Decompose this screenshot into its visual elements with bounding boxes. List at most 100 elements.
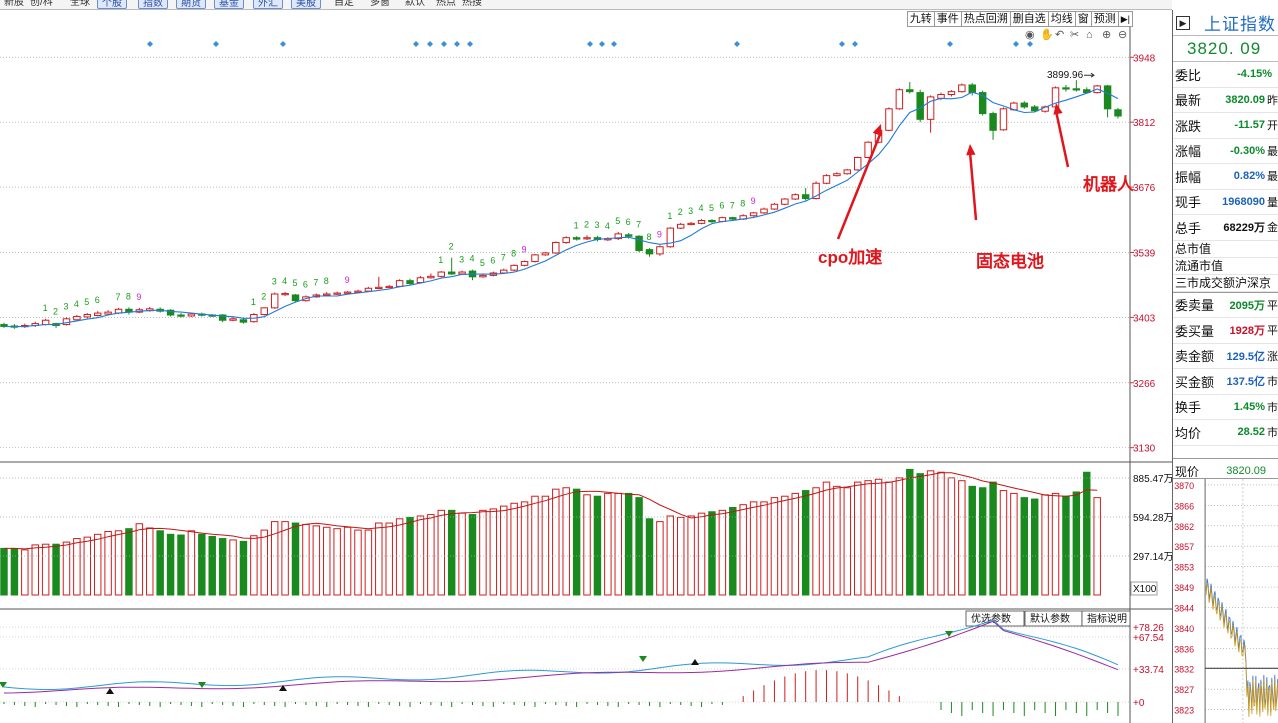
indicator-axis-label: +78.26 (1133, 623, 1164, 634)
toolbar-button-0[interactable]: 九转 (907, 11, 935, 27)
undo-icon[interactable]: ↶ (1055, 29, 1064, 41)
order-stat-label: 委买量 (1175, 323, 1215, 339)
toolbar-button-4[interactable]: 均线 (1048, 11, 1076, 27)
volume-bar (864, 480, 872, 596)
candle (958, 84, 966, 93)
collapse-right-icon[interactable]: ▶| (1118, 11, 1133, 27)
event-marker-icon[interactable] (734, 41, 740, 47)
event-marker-icon[interactable] (454, 41, 460, 47)
event-marker-icon[interactable] (467, 41, 473, 47)
volume-bar (833, 485, 841, 596)
event-marker-icon[interactable] (611, 41, 617, 47)
quote-stat-value: -0.30% (1230, 144, 1265, 157)
toolbar-button-3[interactable]: 删自选 (1010, 11, 1049, 27)
td-sequence-label: 5 (615, 216, 620, 226)
event-marker-icon[interactable] (599, 41, 605, 47)
scissors-icon[interactable]: ✂ (1070, 29, 1079, 41)
volume-bar (83, 536, 92, 596)
toolbar-button-5[interactable]: 窗 (1075, 11, 1092, 27)
volume-bar (93, 533, 102, 596)
volume-bar (260, 529, 269, 596)
intraday-mini-chart[interactable]: 3870 3866 3862 3857 3853 3849 3844 3840 3836 3832… (1173, 478, 1278, 723)
mini-axis-label: 3832 (1174, 665, 1194, 675)
candle (510, 264, 518, 271)
market-tab-8[interactable]: 美股 (291, 0, 321, 9)
buy-signal-arrow-icon (279, 685, 287, 691)
event-marker-icon[interactable] (441, 41, 447, 47)
quote-side-panel: ▶ 上证指数 3820. 09 委比 -4.15% 最新 3820.09 昨涨跌 -11.… (1172, 10, 1278, 723)
market-tab-0[interactable]: 新股 (4, 0, 24, 8)
zoom-out-icon[interactable]: ⊖ (1118, 29, 1127, 41)
toolbar-button-1[interactable]: 事件 (934, 11, 962, 27)
market-tab-10[interactable]: 多窗 (370, 0, 390, 8)
candle (343, 291, 352, 294)
market-tab-1[interactable]: 创/科 (30, 0, 53, 8)
order-stat-suffix: 平 (1267, 299, 1278, 312)
candle (635, 235, 643, 252)
candle (437, 271, 445, 277)
event-marker-icon[interactable] (947, 41, 953, 47)
price-axis-label: 3812 (1133, 118, 1156, 129)
price-axis-label: 3130 (1133, 444, 1156, 455)
toolbar-button-6[interactable]: 预测 (1091, 11, 1119, 27)
zoom-in-icon[interactable]: ⊕ (1102, 29, 1111, 41)
collapse-panel-icon[interactable]: ▶ (1176, 15, 1190, 30)
event-marker-icon[interactable] (1027, 41, 1033, 47)
candle (989, 113, 997, 131)
volume-bar (10, 547, 19, 596)
market-tab-9[interactable]: 自定 (334, 0, 354, 8)
volume-bar (1041, 494, 1049, 596)
mini-axis-label: 3844 (1174, 603, 1194, 613)
market-tab-5[interactable]: 期货 (176, 0, 206, 9)
candle (541, 252, 550, 256)
volume-bar (41, 543, 50, 596)
event-marker-icon[interactable] (413, 41, 419, 47)
market-tab-4[interactable]: 指数 (138, 0, 168, 9)
td-sequence-label: 2 (53, 307, 58, 317)
event-marker-icon[interactable] (587, 41, 593, 47)
order-stat-suffix: 平 (1267, 325, 1278, 338)
indicator-axis-label: +67.54 (1133, 633, 1164, 644)
td-sequence-label: 3 (272, 277, 277, 287)
td-sequence-label: 5 (293, 278, 298, 288)
volume-axis-label: 297.14万 (1133, 552, 1172, 563)
sell-signal-arrow-icon (0, 682, 7, 688)
td-sequence-label: 1 (667, 211, 672, 221)
hand-icon[interactable]: ✋ (1040, 28, 1054, 41)
toolbar-button-2[interactable]: 热点回溯 (961, 11, 1011, 27)
event-marker-icon[interactable] (852, 41, 858, 47)
event-marker-icon[interactable] (839, 41, 845, 47)
event-marker-icon[interactable] (213, 41, 219, 47)
indicator-button-box[interactable] (965, 610, 1025, 627)
event-marker-icon[interactable] (427, 41, 433, 47)
candle (260, 307, 269, 316)
market-tab-11[interactable]: 默认 (405, 0, 425, 8)
candle (843, 169, 852, 175)
market-tab-6[interactable]: 基金 (214, 0, 244, 9)
indicator-button-box[interactable] (1081, 610, 1131, 627)
candle (1062, 87, 1070, 90)
candle (666, 227, 675, 248)
volume-bar (323, 526, 331, 596)
market-tab-2[interactable]: 全球 (70, 0, 90, 8)
event-marker-icon[interactable] (280, 41, 286, 47)
candle (218, 314, 227, 321)
eye-icon[interactable]: ◉ (1025, 29, 1035, 41)
order-stats: 委卖量 2095万平委买量 1928万平卖金额 129.5亿涨买金额 137.5亿市换手… (1173, 291, 1278, 446)
volume-bar (1051, 492, 1060, 596)
volume-bar (239, 540, 248, 596)
candle (187, 313, 196, 317)
volume-bar (718, 509, 727, 596)
market-tab-3[interactable]: 个股 (97, 0, 127, 9)
current-price-row: 现价 3820.09 (1173, 457, 1278, 484)
volume-bar (958, 480, 966, 596)
annotation-text: cpo加速 (818, 247, 882, 267)
candle (427, 275, 435, 279)
lock-icon[interactable]: ⌂ (1086, 29, 1093, 41)
market-tab-13[interactable]: 热搜 (462, 0, 482, 8)
market-tab-7[interactable]: 外汇 (253, 0, 283, 9)
event-marker-icon[interactable] (147, 41, 153, 47)
event-marker-icon[interactable] (1013, 41, 1019, 47)
market-tab-12[interactable]: 热点 (436, 0, 456, 8)
